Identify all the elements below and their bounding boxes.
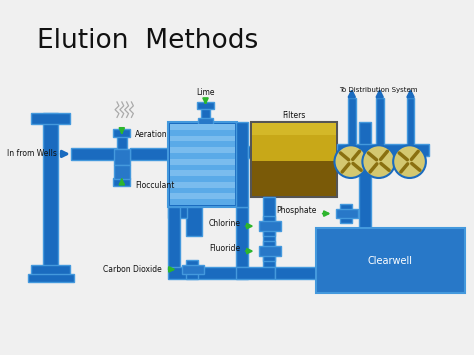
Bar bbox=[129, 148, 170, 160]
Bar bbox=[359, 122, 371, 281]
Text: Phosphate: Phosphate bbox=[276, 206, 316, 215]
Text: Elution  Methods: Elution Methods bbox=[37, 28, 258, 54]
Bar bbox=[337, 209, 357, 218]
Bar bbox=[114, 164, 129, 179]
Bar bbox=[168, 207, 180, 269]
Bar bbox=[348, 98, 356, 145]
Bar bbox=[182, 264, 204, 274]
Circle shape bbox=[393, 145, 426, 178]
Text: Lime: Lime bbox=[196, 88, 215, 97]
Bar bbox=[251, 122, 337, 197]
Bar bbox=[259, 221, 281, 231]
Text: Aeration: Aeration bbox=[135, 130, 168, 139]
Bar bbox=[340, 204, 352, 223]
Text: Carbon Dioxide: Carbon Dioxide bbox=[103, 265, 162, 274]
Bar bbox=[114, 149, 129, 164]
Text: Flocculant: Flocculant bbox=[135, 181, 174, 190]
Circle shape bbox=[335, 145, 367, 178]
Bar bbox=[197, 102, 214, 109]
Bar bbox=[252, 123, 337, 196]
Text: Clearwell: Clearwell bbox=[368, 256, 413, 266]
Bar bbox=[275, 267, 371, 279]
Bar bbox=[186, 207, 201, 236]
Bar bbox=[263, 217, 275, 236]
Bar bbox=[117, 164, 127, 182]
Bar bbox=[168, 207, 187, 218]
Text: Filters: Filters bbox=[283, 111, 306, 120]
Bar bbox=[263, 241, 275, 261]
Bar bbox=[252, 123, 337, 135]
Bar bbox=[31, 264, 70, 276]
Bar bbox=[201, 105, 210, 122]
Bar bbox=[170, 170, 236, 176]
Bar bbox=[27, 274, 73, 282]
Bar bbox=[263, 197, 275, 267]
Bar bbox=[170, 147, 236, 153]
Bar bbox=[170, 182, 236, 187]
Bar bbox=[407, 98, 414, 145]
Bar bbox=[259, 246, 281, 256]
Bar bbox=[31, 113, 70, 124]
Circle shape bbox=[363, 145, 395, 178]
Bar bbox=[337, 144, 429, 156]
Text: Chlorine: Chlorine bbox=[208, 219, 240, 228]
Bar bbox=[252, 161, 337, 196]
Bar bbox=[237, 122, 248, 207]
Bar bbox=[186, 260, 198, 279]
Bar bbox=[237, 207, 248, 269]
Bar bbox=[113, 178, 130, 186]
Bar bbox=[198, 118, 213, 126]
Bar bbox=[117, 132, 127, 149]
Text: In from Wells: In from Wells bbox=[7, 149, 56, 158]
Text: To Distribution System: To Distribution System bbox=[339, 87, 418, 93]
Bar bbox=[248, 146, 301, 158]
Bar bbox=[43, 113, 58, 276]
Bar bbox=[170, 124, 236, 205]
Bar bbox=[170, 124, 236, 130]
Bar bbox=[71, 148, 124, 160]
Bar bbox=[168, 122, 237, 207]
Bar bbox=[170, 193, 236, 199]
Bar bbox=[170, 159, 236, 164]
Bar bbox=[113, 129, 130, 137]
Bar bbox=[376, 98, 383, 145]
Bar bbox=[316, 228, 465, 294]
Bar bbox=[168, 267, 248, 279]
Bar bbox=[237, 267, 275, 279]
Text: Fluoride: Fluoride bbox=[209, 244, 240, 253]
Bar bbox=[170, 136, 236, 141]
